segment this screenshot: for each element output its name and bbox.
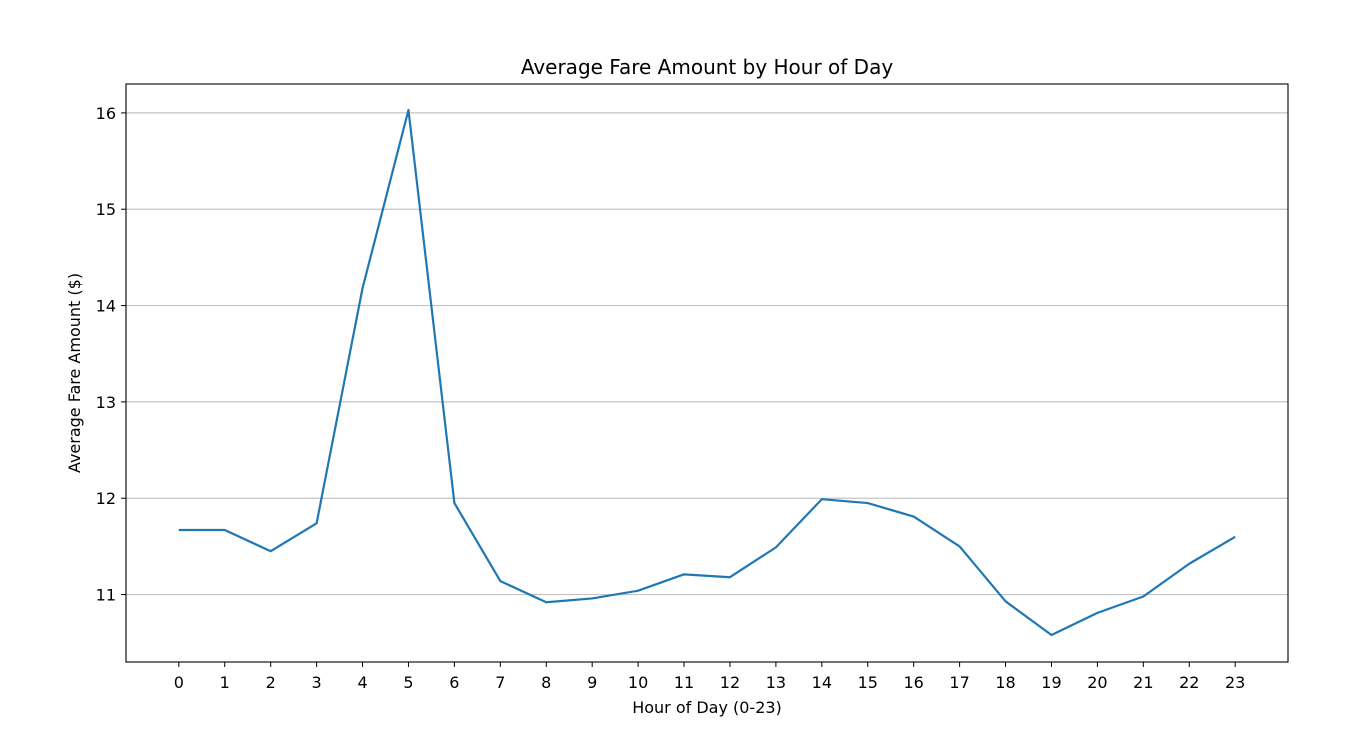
x-tick-label: 6 (449, 673, 459, 692)
chart-title: Average Fare Amount by Hour of Day (521, 55, 894, 79)
plot-frame (125, 83, 1289, 663)
x-tick-label: 19 (1041, 673, 1061, 692)
x-tick-label: 2 (266, 673, 276, 692)
x-tick-label: 5 (403, 673, 413, 692)
y-axis-ticks: 11 12 13 14 15 16 (96, 104, 126, 605)
x-tick-label: 22 (1179, 673, 1199, 692)
x-tick-label: 1 (220, 673, 230, 692)
x-tick-label: 7 (495, 673, 505, 692)
x-tick-label: 11 (674, 673, 694, 692)
y-tick-label: 15 (96, 200, 116, 219)
x-tick-label: 23 (1225, 673, 1245, 692)
x-tick-label: 18 (995, 673, 1015, 692)
grid-lines (126, 112, 1288, 596)
y-tick-label: 14 (96, 297, 116, 316)
x-tick-label: 15 (858, 673, 878, 692)
x-tick-label: 9 (587, 673, 597, 692)
x-axis-ticks: 0 1 2 3 4 5 6 7 8 9 10 11 12 13 14 15 16 17 18 19 20 21 22 23 (174, 662, 1245, 692)
x-tick-label: 21 (1133, 673, 1153, 692)
x-tick-label: 3 (312, 673, 322, 692)
x-tick-label: 10 (628, 673, 648, 692)
x-axis-title: Hour of Day (0-23) (632, 698, 782, 717)
x-tick-label: 20 (1087, 673, 1107, 692)
x-tick-label: 8 (541, 673, 551, 692)
x-tick-label: 0 (174, 673, 184, 692)
x-tick-label: 13 (766, 673, 786, 692)
x-tick-label: 4 (357, 673, 367, 692)
series-lines (178, 108, 1236, 637)
series-line (178, 108, 1236, 637)
y-tick-label: 13 (96, 393, 116, 412)
y-axis-title: Average Fare Amount ($) (65, 273, 84, 473)
y-tick-label: 11 (96, 586, 116, 605)
x-tick-label: 14 (812, 673, 832, 692)
x-tick-label: 16 (904, 673, 924, 692)
x-tick-label: 12 (720, 673, 740, 692)
y-tick-label: 12 (96, 489, 116, 508)
y-tick-label: 16 (96, 104, 116, 123)
x-tick-label: 17 (949, 673, 969, 692)
